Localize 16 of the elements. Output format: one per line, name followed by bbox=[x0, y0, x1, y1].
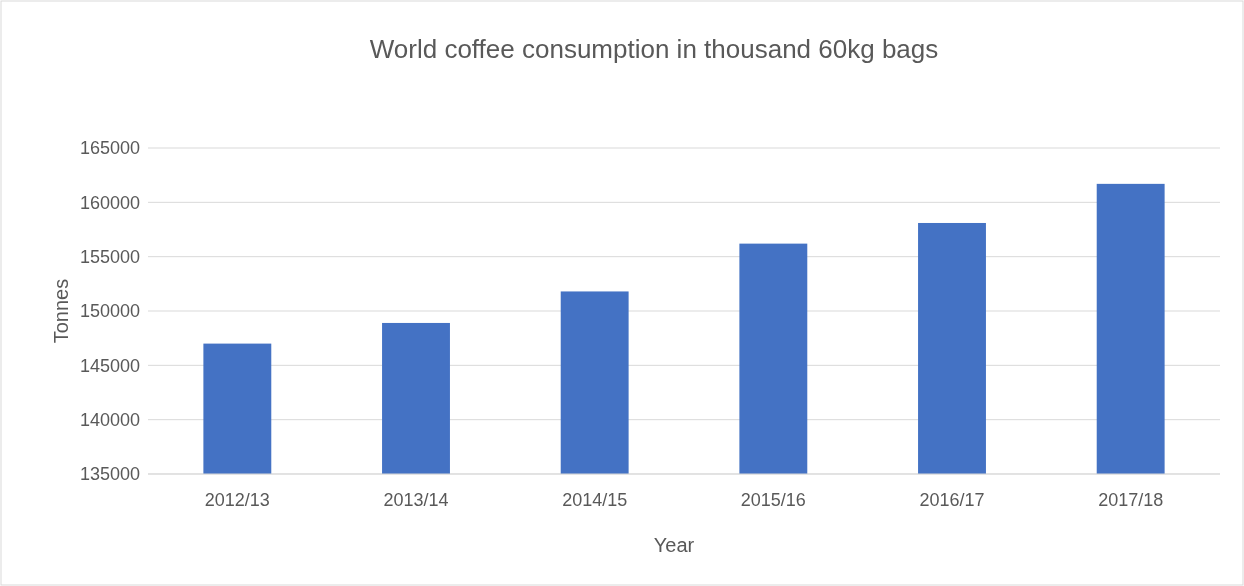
y-tick-label: 160000 bbox=[79, 192, 140, 213]
x-axis-title: Year bbox=[653, 534, 695, 556]
y-tick-label: 150000 bbox=[79, 301, 140, 322]
y-tick-label: 155000 bbox=[79, 246, 140, 267]
y-tick-label: 165000 bbox=[79, 138, 140, 159]
x-tick-label: 2016/17 bbox=[919, 490, 985, 510]
chart-title: World coffee consumption in thousand 60kg bags bbox=[369, 34, 939, 64]
x-tick-label: 2014/15 bbox=[562, 490, 628, 510]
y-tick-label: 140000 bbox=[79, 409, 140, 430]
x-tick-label: 2015/16 bbox=[740, 490, 806, 510]
y-tick-label: 145000 bbox=[79, 355, 140, 376]
x-tick-label: 2012/13 bbox=[204, 490, 270, 510]
x-tick-label: 2013/14 bbox=[383, 490, 449, 510]
y-axis-title: Tonnes bbox=[50, 278, 72, 344]
y-tick-label: 135000 bbox=[79, 464, 140, 485]
x-tick-label: 2017/18 bbox=[1098, 490, 1164, 510]
